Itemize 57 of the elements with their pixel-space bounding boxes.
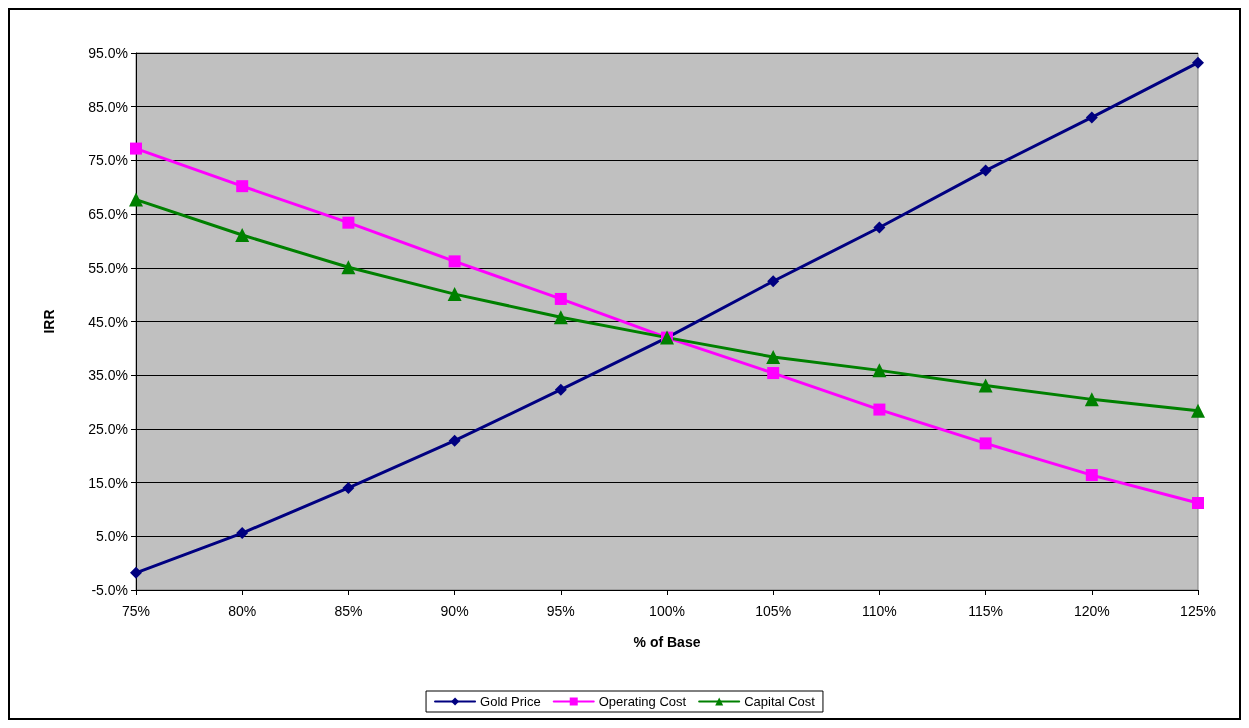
point	[1085, 469, 1098, 482]
point	[341, 260, 356, 275]
legend-label: Operating Cost	[598, 694, 687, 709]
point	[766, 349, 781, 364]
x-tick-label: 85%	[334, 603, 363, 619]
x-tick-label: 100%	[649, 603, 685, 619]
x-tick-label: 105%	[755, 603, 792, 619]
point	[1191, 403, 1205, 418]
point	[235, 228, 250, 243]
point	[129, 192, 143, 207]
x-tick-label: 80%	[228, 603, 257, 619]
point	[979, 164, 992, 177]
point	[1085, 111, 1098, 124]
y-tick-label: 75.0%	[88, 152, 128, 169]
x-tick-label: 110%	[862, 603, 897, 619]
point	[448, 255, 461, 268]
point	[1192, 497, 1204, 510]
point	[130, 142, 142, 155]
y-tick-label: 5.0%	[96, 528, 128, 545]
y-axis-title: IRR	[41, 309, 57, 334]
x-tick-label: 120%	[1073, 603, 1110, 619]
point	[447, 287, 462, 302]
point	[130, 566, 142, 579]
point	[872, 363, 887, 378]
x-tick-label: 75%	[121, 603, 151, 619]
y-tick-label: 95.0%	[88, 45, 128, 61]
y-tick-label: 55.0%	[88, 259, 128, 276]
x-tick-label: 125%	[1180, 603, 1216, 619]
point	[554, 383, 567, 396]
point	[236, 180, 249, 193]
point	[553, 310, 568, 325]
point	[554, 292, 567, 305]
x-axis-title: % of Base	[633, 634, 701, 650]
x-tick-label: 95%	[546, 603, 575, 619]
y-tick-label: 65.0%	[88, 206, 128, 223]
x-tick-label: 90%	[440, 603, 469, 619]
point	[342, 216, 355, 229]
point	[342, 481, 355, 494]
y-tick-label: 25.0%	[88, 420, 128, 437]
point	[767, 367, 780, 380]
legend-label: Capital Cost	[744, 694, 816, 709]
point	[979, 437, 992, 450]
point	[873, 221, 886, 234]
legend-label: Gold Price	[480, 694, 541, 709]
point	[873, 403, 886, 416]
point	[1084, 392, 1099, 407]
point	[978, 378, 993, 393]
y-tick-label: 15.0%	[88, 474, 128, 491]
point	[448, 434, 461, 447]
y-tick-label: 85.0%	[88, 98, 128, 115]
point	[236, 527, 249, 540]
y-tick-label: -5.0%	[91, 582, 128, 598]
y-tick-label: 45.0%	[88, 313, 128, 330]
point	[1192, 56, 1204, 69]
y-tick-label: 35.0%	[88, 367, 128, 384]
x-tick-label: 115%	[968, 603, 1003, 619]
point	[767, 275, 780, 288]
